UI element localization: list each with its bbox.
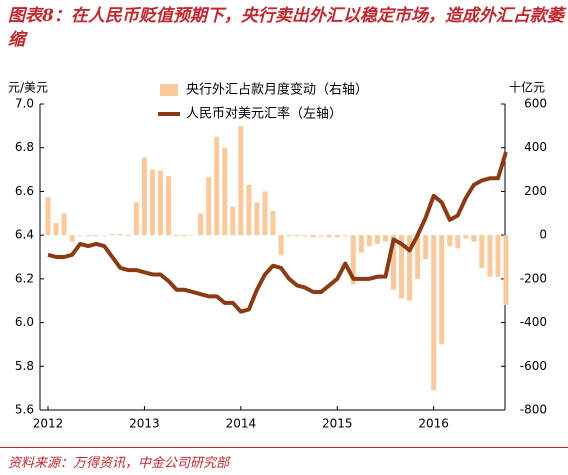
y-tick-label: 6.8 <box>15 140 34 154</box>
source-note: 资料来源：万得资讯，中金公司研究部 <box>8 456 230 471</box>
bar <box>431 235 437 391</box>
bar <box>93 235 99 237</box>
y2-tick-label: 400 <box>524 140 547 154</box>
x-tick-label: 2012 <box>33 417 64 431</box>
x-tick-label: 2015 <box>322 417 353 431</box>
bar <box>294 235 300 237</box>
bar <box>350 235 356 285</box>
bar <box>439 235 445 345</box>
bar <box>302 235 308 237</box>
bar <box>246 184 252 236</box>
bar <box>230 206 236 236</box>
bar <box>407 235 413 301</box>
line <box>47 151 508 314</box>
bar <box>447 235 453 247</box>
bar <box>342 235 348 237</box>
bar <box>423 235 429 260</box>
bar <box>125 235 131 237</box>
bar <box>270 211 276 236</box>
chart-title: 图表8：在人民币贬值预期下，央行卖出外汇以稳定市场，造成外汇占款萎缩 <box>8 6 564 50</box>
divider <box>0 447 568 448</box>
y-tick-label: 6.0 <box>15 315 34 329</box>
bar <box>503 235 509 306</box>
bar <box>174 235 180 237</box>
bar <box>214 136 220 236</box>
bar <box>117 234 123 236</box>
bar <box>158 170 163 236</box>
y-axis-label: 元/美元 <box>8 81 48 95</box>
bar <box>455 235 461 249</box>
y2-tick-label: 0 <box>539 228 547 242</box>
bar <box>366 235 372 247</box>
bar <box>358 235 364 253</box>
y2-axis-label: 十亿元 <box>509 80 545 95</box>
chart: 元/美元 十亿元 7.0 6.8 6.6 6.4 6.2 6.0 5.8 5.6 600 400 2… <box>8 80 547 431</box>
y-tick-label: 6.6 <box>15 184 34 198</box>
bar <box>149 169 155 236</box>
bar <box>238 125 244 236</box>
y2-tick-label: -200 <box>520 271 547 285</box>
bar <box>69 235 75 242</box>
legend-label: 央行外汇占款月度变动（右轴） <box>186 82 368 98</box>
bar <box>101 235 107 236</box>
bar <box>109 234 115 236</box>
x-tick-label: 2013 <box>129 417 160 431</box>
bar <box>206 177 212 236</box>
bar <box>487 235 493 277</box>
bar <box>415 235 421 279</box>
bar <box>495 235 501 277</box>
bar <box>382 235 388 242</box>
y2-tick-label: 200 <box>524 184 547 198</box>
legend-label: 人民币对美元汇率（左轴） <box>186 106 342 122</box>
bar <box>374 235 380 244</box>
bar <box>326 235 332 238</box>
bar <box>85 235 91 237</box>
y-tick-label: 6.4 <box>15 228 34 242</box>
bar <box>479 235 485 268</box>
y-tick-label: 7.0 <box>15 97 34 111</box>
bar <box>222 147 228 236</box>
bar <box>198 213 204 236</box>
bar <box>334 235 340 238</box>
bar <box>254 202 260 236</box>
bar <box>77 235 83 236</box>
bar <box>463 235 469 239</box>
x-tick-label: 2014 <box>226 417 257 431</box>
bar <box>133 202 139 236</box>
bar <box>278 235 284 255</box>
bar <box>61 213 67 236</box>
y-tick-label: 5.8 <box>15 359 34 373</box>
bar <box>53 223 59 236</box>
x-tick-label: 2016 <box>418 417 449 431</box>
bar <box>286 235 292 237</box>
y-tick-label: 5.6 <box>15 403 34 417</box>
y2-tick-label: -600 <box>520 359 547 373</box>
y2-tick-label: -800 <box>520 403 547 417</box>
legend-swatch <box>160 84 178 96</box>
bar <box>45 196 51 236</box>
bar <box>399 235 405 299</box>
bar <box>471 235 477 242</box>
bar <box>141 157 147 236</box>
bar <box>391 235 396 290</box>
bar <box>318 235 324 237</box>
bar <box>166 176 172 236</box>
bar <box>182 235 188 237</box>
y-tick-label: 6.2 <box>15 271 34 285</box>
y2-tick-label: 600 <box>524 97 547 111</box>
y2-tick-label: -400 <box>520 315 547 329</box>
bar <box>190 235 196 236</box>
bar <box>262 191 268 236</box>
bar <box>310 235 316 238</box>
